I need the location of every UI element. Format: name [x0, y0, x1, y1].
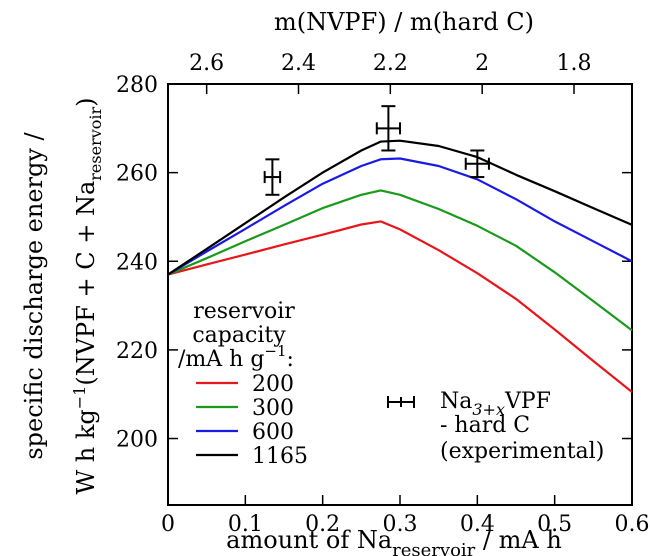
- experimental-legend: Na3+xVPF - hard C (experimental): [387, 389, 604, 464]
- experimental-points: [263, 105, 490, 196]
- series-lines: [167, 139, 633, 393]
- legend-label-600: 600: [252, 420, 294, 445]
- y-tick-label: 240: [116, 250, 158, 275]
- top-axis-title: m(NVPF) / m(hard C): [274, 8, 534, 36]
- legend-title-line1: reservoir: [193, 299, 295, 324]
- top-tick-label: 2.6: [189, 51, 224, 76]
- experimental-point: [263, 158, 282, 196]
- y-tick-label: 220: [116, 339, 158, 364]
- x-tick-label: 0.6: [615, 512, 650, 537]
- x-axis-ticks: 0 0.1 0.2 0.3 0.4 0.5 0.6: [161, 495, 650, 537]
- legend-label-300: 300: [252, 396, 294, 421]
- top-tick-label: 2.4: [281, 51, 316, 76]
- y-axis-title-line2: W h kg−1(NVPF + C + Nareservoir): [70, 97, 105, 494]
- legend-title-line2: capacity: [192, 323, 286, 348]
- experimental-point: [464, 149, 490, 179]
- x-axis-title: amount of Nareservoir / mA h: [226, 526, 562, 556]
- series-line-600: [167, 157, 633, 276]
- y-axis-ticks: 200 220 240 260 280: [116, 73, 632, 453]
- plot-area: 200 220 240 260 280 0 0.1 0.2 0.3 0.4 0.5 0.6: [116, 73, 650, 537]
- x-tick-label: 0: [161, 512, 175, 537]
- legend-title-line3: /mA h g−1:: [178, 342, 294, 372]
- x-tick-label: 0.5: [537, 512, 572, 537]
- y-axis-title: specific discharge energy /: [20, 131, 48, 459]
- experimental-legend-line2: - hard C: [440, 413, 530, 438]
- y-tick-label: 280: [116, 73, 158, 98]
- experimental-legend-symbol: [387, 396, 415, 408]
- top-tick-label: 2: [475, 51, 489, 76]
- experimental-point: [375, 105, 401, 152]
- y-tick-label: 260: [116, 162, 158, 187]
- x-tick-label: 0.4: [460, 512, 495, 537]
- top-axis-ticks: 2.6 2.4 2.2 2 1.8: [189, 51, 592, 94]
- y-tick-label: 200: [116, 428, 158, 453]
- top-tick-label: 1.8: [557, 51, 592, 76]
- legend-label-200: 200: [252, 372, 294, 397]
- y-axis-title-line2-group: W h kg−1(NVPF + C + Nareservoir): [70, 97, 105, 494]
- experimental-legend-line3: (experimental): [440, 439, 604, 464]
- x-tick-label: 0.1: [228, 512, 263, 537]
- legend: reservoir capacity /mA h g−1: 2003006001…: [178, 299, 308, 469]
- series-line-300: [167, 189, 633, 332]
- series-line-1165: [167, 139, 633, 276]
- top-tick-label: 2.2: [373, 51, 408, 76]
- experimental-legend-line1: Na3+xVPF: [440, 389, 551, 419]
- y-axis-title-line1: specific discharge energy /: [20, 131, 48, 459]
- x-tick-label: 0.2: [305, 512, 340, 537]
- x-tick-label: 0.3: [383, 512, 418, 537]
- series-line-200: [167, 220, 633, 393]
- legend-label-1165: 1165: [252, 444, 308, 469]
